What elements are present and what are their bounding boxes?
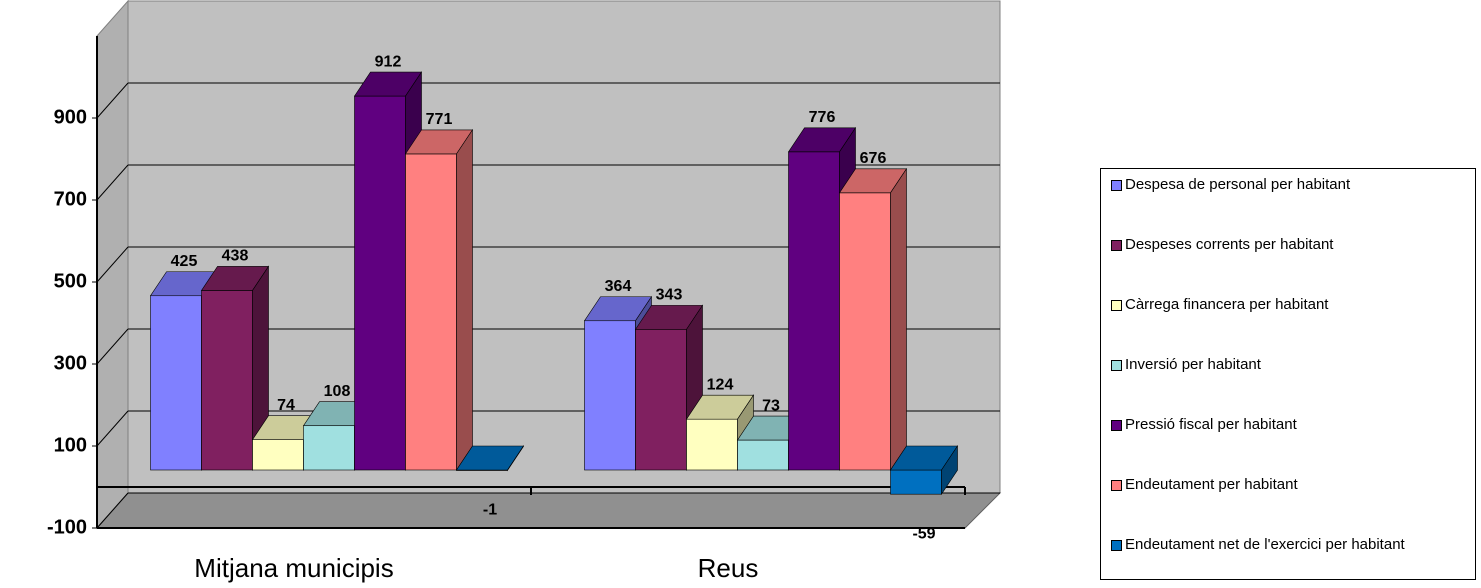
x-tick-label: Mitjana municipis	[194, 553, 393, 583]
legend-swatch	[1111, 360, 1122, 371]
floor	[95, 492, 1002, 529]
bar-side	[456, 128, 473, 471]
bar-front	[303, 425, 355, 471]
data-label: 74	[277, 397, 295, 414]
bar-front	[354, 95, 406, 471]
legend-label: Despeses corrents per habitant	[1125, 236, 1334, 253]
data-label: 776	[809, 109, 836, 126]
legend-label: Càrrega financera per habitant	[1125, 296, 1329, 313]
bar-front	[788, 151, 840, 471]
legend-item: Despeses corrents per habitant	[1111, 237, 1465, 297]
data-label: 438	[222, 248, 249, 265]
bar	[404, 128, 474, 471]
y-tick-label: 500	[54, 270, 87, 292]
data-label: -1	[483, 502, 497, 519]
legend-item: Pressió fiscal per habitant	[1111, 417, 1465, 477]
data-label: -59	[912, 525, 935, 542]
legend-label: Despesa de personal per habitant	[1125, 176, 1351, 193]
y-tick-label: 700	[54, 188, 87, 210]
bar	[889, 445, 959, 496]
data-label: 912	[375, 53, 402, 70]
chart: -100 100 300 500 700 900 Mitjana municipis Reus…	[47, 0, 1002, 583]
legend-swatch	[1111, 240, 1122, 251]
y-tick-label: 100	[54, 434, 87, 456]
y-tick-label: 300	[54, 352, 87, 374]
data-label: 425	[171, 253, 198, 270]
legend-swatch	[1111, 480, 1122, 491]
bar	[200, 265, 270, 471]
grid-line	[96, 410, 129, 447]
legend-swatch	[1111, 420, 1122, 431]
legend-label: Pressió fiscal per habitant	[1125, 416, 1297, 433]
bar-side	[941, 445, 958, 496]
bar-front	[150, 295, 202, 471]
legend-label: Endeutament net de l'exercici per habita…	[1125, 536, 1405, 553]
x-tick-label: Reus	[698, 553, 759, 583]
bar	[838, 167, 908, 471]
y-tick-label: -100	[47, 516, 87, 538]
bar-front	[252, 439, 304, 471]
data-label: 771	[426, 111, 453, 128]
data-label: 73	[762, 397, 780, 414]
legend-item: Inversió per habitant	[1111, 357, 1465, 417]
grid-line	[96, 82, 129, 119]
grid-line	[96, 492, 129, 529]
legend-swatch	[1111, 300, 1122, 311]
bar-front	[405, 153, 457, 471]
bar-front	[584, 320, 636, 471]
bar-side	[507, 445, 524, 472]
bar-front	[839, 192, 891, 471]
bar-front	[201, 290, 253, 471]
legend-item: Endeutament net de l'exercici per habita…	[1111, 537, 1465, 588]
y-tick-label: 900	[54, 106, 87, 128]
bar-side	[890, 167, 907, 471]
legend-label: Inversió per habitant	[1125, 356, 1261, 373]
legend-swatch	[1111, 540, 1122, 551]
bar	[455, 445, 525, 472]
data-label: 364	[605, 278, 632, 295]
legend: Despesa de personal per habitant Despeses…	[1100, 168, 1476, 580]
grid-line	[96, 328, 129, 365]
grid-line	[96, 164, 129, 201]
bar-front	[737, 439, 789, 471]
legend-label: Endeutament per habitant	[1125, 476, 1298, 493]
legend-swatch	[1111, 180, 1122, 191]
bar-front	[686, 418, 738, 471]
data-label: 676	[860, 150, 887, 167]
data-label: 108	[324, 383, 351, 400]
bar-front	[635, 329, 687, 471]
data-label: 343	[656, 287, 683, 304]
legend-item: Càrrega financera per habitant	[1111, 297, 1465, 357]
bar-front	[890, 469, 942, 495]
legend-item: Endeutament per habitant	[1111, 477, 1465, 537]
grid-line	[96, 246, 129, 283]
legend-item: Despesa de personal per habitant	[1111, 177, 1465, 237]
data-label: 124	[707, 376, 734, 393]
